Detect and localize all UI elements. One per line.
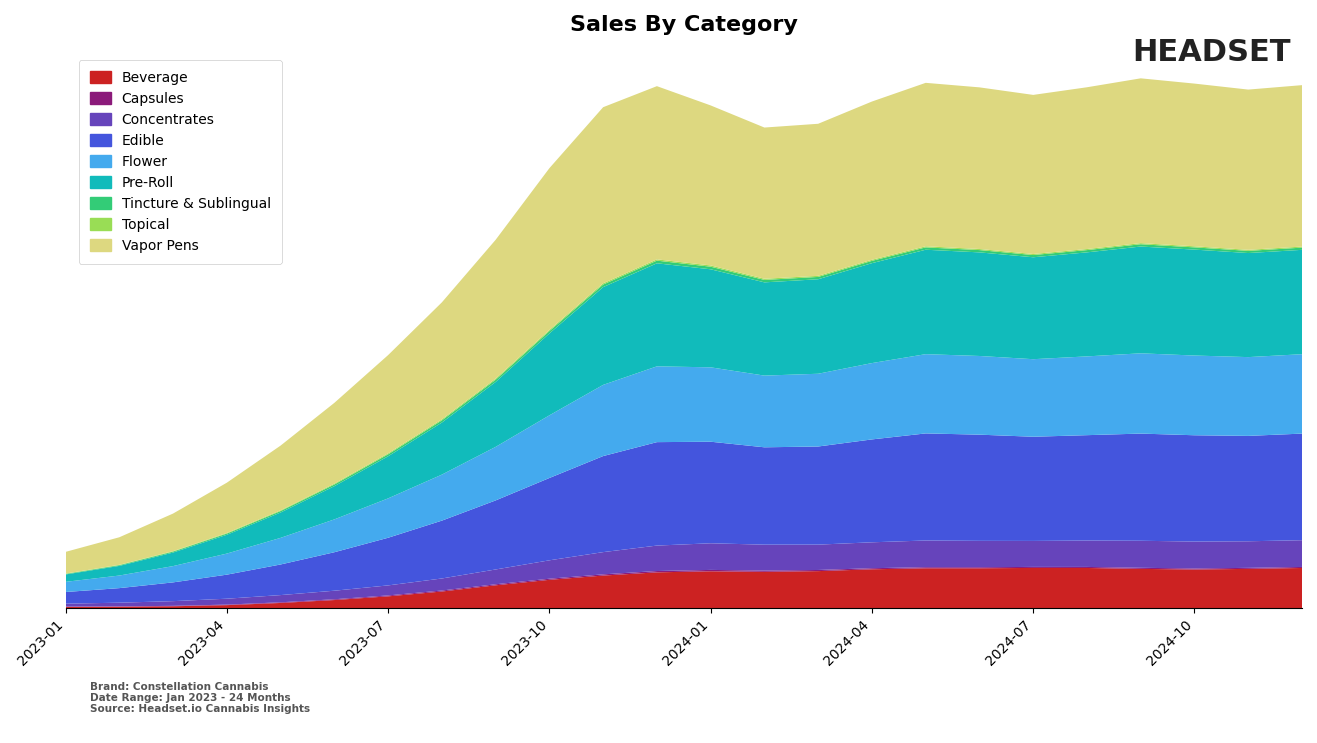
Legend: Beverage, Capsules, Concentrates, Edible, Flower, Pre-Roll, Tincture & Sublingua: Beverage, Capsules, Concentrates, Edible… [79, 60, 282, 264]
Title: Sales By Category: Sales By Category [570, 15, 798, 35]
Text: Brand: Constellation Cannabis: Brand: Constellation Cannabis [90, 681, 269, 692]
Text: HEADSET: HEADSET [1133, 37, 1291, 67]
Text: Source: Headset.io Cannabis Insights: Source: Headset.io Cannabis Insights [90, 704, 309, 714]
Text: Date Range: Jan 2023 - 24 Months: Date Range: Jan 2023 - 24 Months [90, 692, 290, 703]
